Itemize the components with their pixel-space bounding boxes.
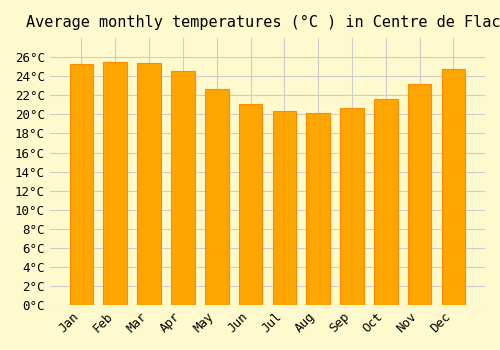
Title: Average monthly temperatures (°C ) in Centre de Flacq: Average monthly temperatures (°C ) in Ce… <box>26 15 500 30</box>
Bar <box>238 104 262 305</box>
Bar <box>171 71 194 305</box>
Bar <box>408 84 432 305</box>
Bar <box>442 69 465 305</box>
Bar <box>306 113 330 305</box>
Bar <box>138 63 161 305</box>
Bar <box>70 64 94 305</box>
Bar <box>340 108 364 305</box>
Bar <box>272 111 296 305</box>
Bar <box>104 62 127 305</box>
Bar <box>205 89 229 305</box>
Bar <box>374 99 398 305</box>
